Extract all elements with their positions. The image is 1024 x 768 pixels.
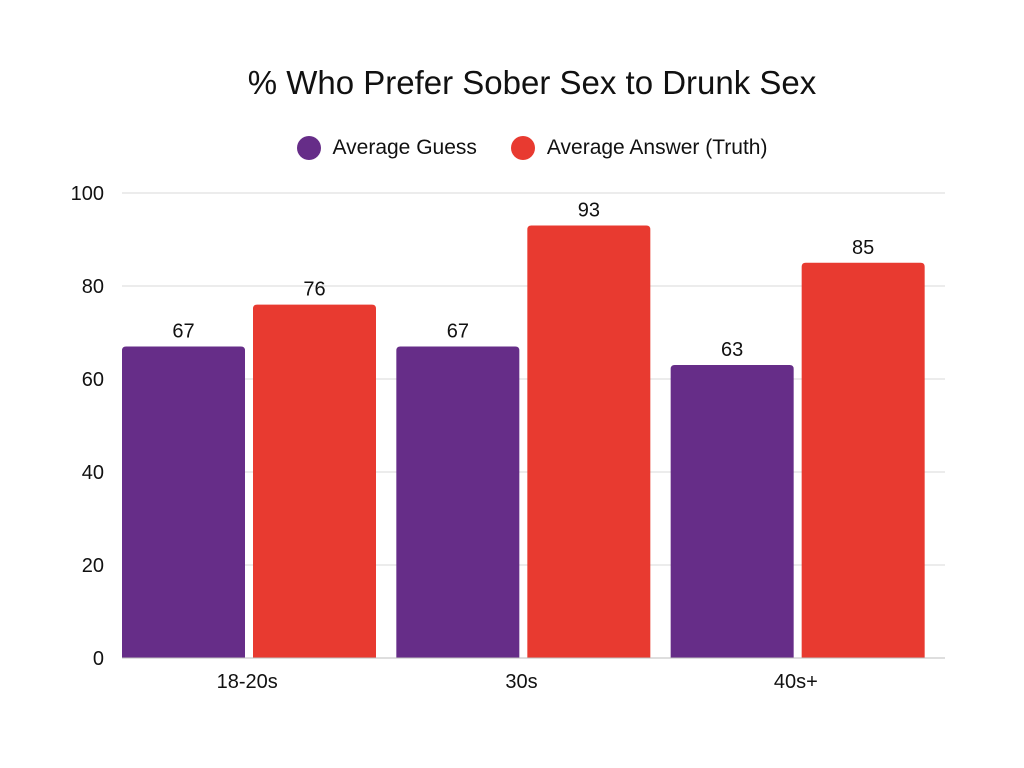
x-category-label: 40s+: [774, 671, 818, 693]
bar-value-label: 76: [303, 279, 325, 301]
y-tick-label: 60: [82, 369, 104, 391]
chart-title: % Who Prefer Sober Sex to Drunk Sex: [247, 64, 817, 101]
y-tick-label: 80: [82, 276, 104, 298]
legend-swatch-truth: [510, 136, 535, 160]
bar-value-label: 85: [852, 237, 874, 259]
bar: [670, 365, 794, 658]
y-tick-label: 0: [93, 648, 104, 670]
legend-label-truth: Average Answer (Truth): [546, 136, 768, 159]
bar-value-label: 63: [721, 339, 743, 361]
y-tick-label: 20: [82, 555, 104, 577]
legend: Average Guess Average Answer (Truth): [0, 136, 1024, 160]
bar: [122, 346, 245, 658]
legend-item-guess: Average Guess: [296, 136, 477, 160]
bar: [527, 225, 651, 659]
bar: [801, 262, 925, 658]
bar-value-label: 93: [578, 200, 600, 222]
legend-swatch-guess: [296, 136, 321, 160]
bar: [396, 346, 520, 658]
legend-item-truth: Average Answer (Truth): [510, 136, 768, 160]
x-category-label: 18-20s: [217, 671, 278, 693]
legend-label-guess: Average Guess: [332, 136, 477, 159]
y-tick-label: 40: [82, 462, 104, 484]
bar-value-label: 67: [447, 320, 469, 342]
bar-value-label: 67: [172, 320, 194, 342]
y-tick-label: 100: [71, 183, 104, 205]
bar: [253, 304, 376, 658]
x-category-label: 30s: [505, 671, 537, 693]
